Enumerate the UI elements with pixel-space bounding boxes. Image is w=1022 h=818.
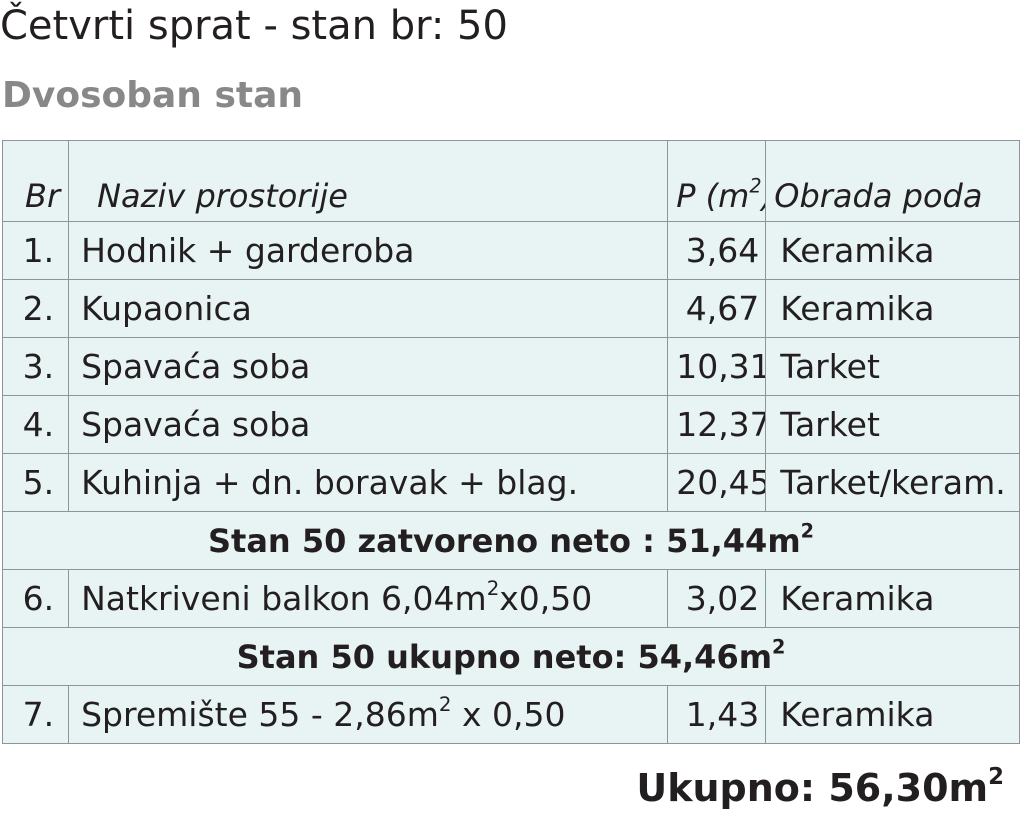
- table-row: 3. Spavaća soba 10,31 Tarket: [1, 337, 1020, 396]
- row-number: 3.: [1, 337, 70, 396]
- room-area: 3,64: [667, 221, 767, 280]
- room-area: 1,43: [667, 685, 767, 744]
- grand-total-text: Ukupno: 56,30m: [636, 766, 989, 810]
- area-header-suffix: ): [762, 177, 765, 215]
- table-row: 5. Kuhinja + dn. boravak + blag. 20,45 T…: [1, 453, 1020, 512]
- room-name: Hodnik + garderoba: [68, 221, 669, 280]
- storage-name-sup: 2: [438, 693, 452, 717]
- subtotal-total-sup: 2: [772, 635, 786, 659]
- room-name: Spavaća soba: [68, 337, 669, 396]
- table-row: 4. Spavaća soba 12,37 Tarket: [1, 395, 1020, 454]
- floor-finish: Tarket: [765, 395, 1020, 454]
- table-row: 6. Natkriveni balkon 6,04m2x0,50 3,02 Ke…: [1, 569, 1020, 628]
- subtotal-closed-text: Stan 50 zatvoreno neto : 51,44m: [207, 521, 801, 560]
- balcony-name-suffix: x0,50: [499, 579, 593, 618]
- column-header-room-name: Naziv prostorije: [68, 140, 669, 222]
- room-area: 12,37: [667, 395, 767, 454]
- storage-name-suffix: x 0,50: [451, 695, 566, 734]
- room-area: 20,45: [667, 453, 767, 512]
- floor-finish: Tarket/keram.: [765, 453, 1020, 512]
- column-header-floor-finish: Obrada poda: [765, 140, 1020, 222]
- row-number: 5.: [1, 453, 70, 512]
- subtotal-closed-sup: 2: [800, 519, 815, 543]
- room-name: Spremište 55 - 2,86m2 x 0,50: [68, 685, 669, 744]
- room-name: Kuhinja + dn. boravak + blag.: [68, 453, 669, 512]
- table-row: 2. Kupaonica 4,67 Keramika: [1, 279, 1020, 338]
- row-number: 7.: [1, 685, 70, 744]
- area-header-prefix: P (m: [676, 177, 750, 215]
- table-row: 1. Hodnik + garderoba 3,64 Keramika: [1, 221, 1020, 280]
- row-number: 6.: [1, 569, 70, 628]
- storage-name-prefix: Spremište 55 - 2,86m: [81, 695, 439, 734]
- room-area: 10,31: [667, 337, 767, 396]
- subtotal-row-closed: Stan 50 zatvoreno neto : 51,44m2: [2, 511, 1020, 570]
- grand-total: Ukupno: 56,30m2: [636, 764, 1004, 812]
- column-header-br: Br: [1, 140, 70, 222]
- table-header-row: Br Naziv prostorije P (m2) Obrada poda: [1, 140, 1020, 222]
- subtotal-closed-net: Stan 50 zatvoreno neto : 51,44m2: [2, 511, 1020, 570]
- floor-finish: Keramika: [765, 569, 1020, 628]
- room-area: 3,02: [667, 569, 767, 628]
- floor-finish: Tarket: [765, 337, 1020, 396]
- balcony-name-prefix: Natkriveni balkon 6,04m: [81, 579, 487, 618]
- column-header-area: P (m2): [667, 140, 767, 222]
- subtotal-total-net: Stan 50 ukupno neto: 54,46m2: [2, 627, 1020, 686]
- room-area: 4,67: [667, 279, 767, 338]
- balcony-name-sup: 2: [486, 577, 500, 601]
- room-name: Spavaća soba: [68, 395, 669, 454]
- room-name: Kupaonica: [68, 279, 669, 338]
- rooms-table: Br Naziv prostorije P (m2) Obrada poda 1…: [1, 140, 1020, 744]
- floor-title: Četvrti sprat - stan br: 50: [0, 3, 508, 49]
- room-name: Natkriveni balkon 6,04m2x0,50: [68, 569, 669, 628]
- area-header-sup: 2: [749, 174, 762, 198]
- floor-finish: Keramika: [765, 685, 1020, 744]
- floor-finish: Keramika: [765, 279, 1020, 338]
- apartment-type-heading: Dvosoban stan: [2, 75, 304, 116]
- floor-finish: Keramika: [765, 221, 1020, 280]
- row-number: 4.: [1, 395, 70, 454]
- row-number: 2.: [1, 279, 70, 338]
- table-row: 7. Spremište 55 - 2,86m2 x 0,50 1,43 Ker…: [1, 685, 1020, 744]
- grand-total-sup: 2: [988, 763, 1004, 790]
- subtotal-row-total: Stan 50 ukupno neto: 54,46m2: [2, 627, 1020, 686]
- subtotal-total-text: Stan 50 ukupno neto: 54,46m: [236, 637, 773, 676]
- row-number: 1.: [1, 221, 70, 280]
